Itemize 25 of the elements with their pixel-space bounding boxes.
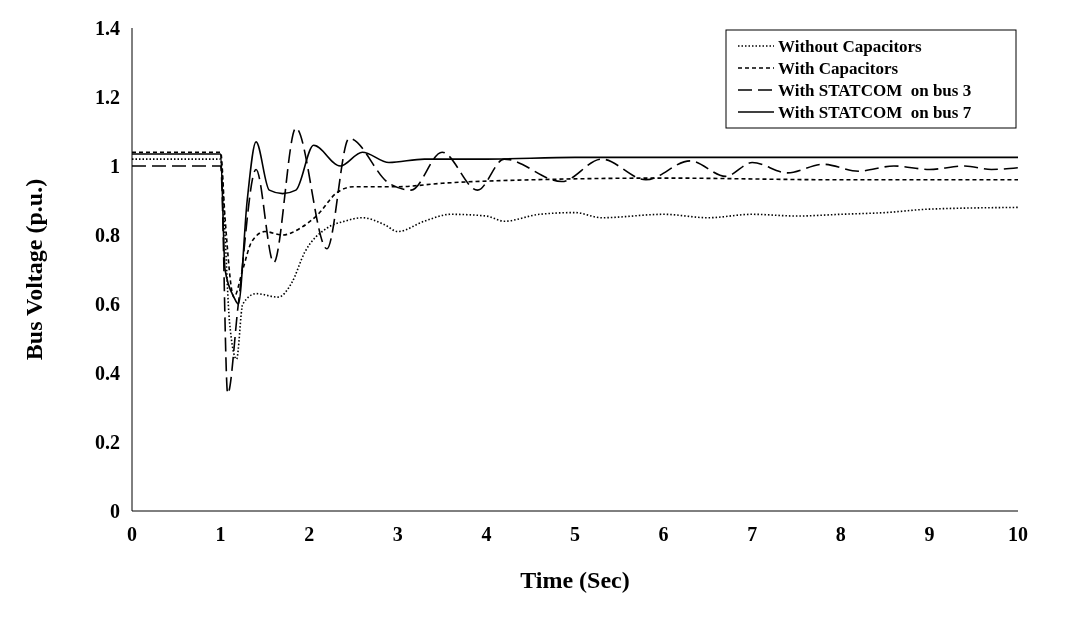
y-tick-label: 0.8 xyxy=(95,224,120,246)
x-tick-label: 6 xyxy=(658,523,669,545)
y-axis-title: Bus Voltage (p.u.) xyxy=(21,178,47,361)
x-tick-label: 10 xyxy=(1008,523,1028,545)
x-tick-label: 7 xyxy=(747,523,758,545)
y-tick-label: 0.6 xyxy=(95,293,120,315)
legend-label: With STATCOM on bus 7 xyxy=(778,102,972,122)
x-tick-label: 4 xyxy=(481,523,492,545)
y-tick-label: 0.4 xyxy=(95,362,120,384)
x-tick-label: 8 xyxy=(835,523,846,545)
y-tick-label: 1.2 xyxy=(95,86,120,108)
x-axis-title: Time (Sec) xyxy=(520,567,630,593)
x-tick-label: 1 xyxy=(215,523,226,545)
legend-label: With STATCOM on bus 3 xyxy=(778,80,972,100)
x-tick-label: 3 xyxy=(392,523,403,545)
y-tick-label: 0 xyxy=(110,500,120,522)
x-tick-label: 9 xyxy=(924,523,935,545)
y-tick-label: 1 xyxy=(110,155,120,177)
x-tick-label: 2 xyxy=(304,523,315,545)
x-tick-label: 5 xyxy=(570,523,580,545)
y-tick-label: 1.4 xyxy=(95,17,120,39)
x-tick-label: 0 xyxy=(127,523,137,545)
legend-label: With Capacitors xyxy=(778,58,899,78)
legend-label: Without Capacitors xyxy=(778,36,923,56)
y-tick-label: 0.2 xyxy=(95,431,120,453)
